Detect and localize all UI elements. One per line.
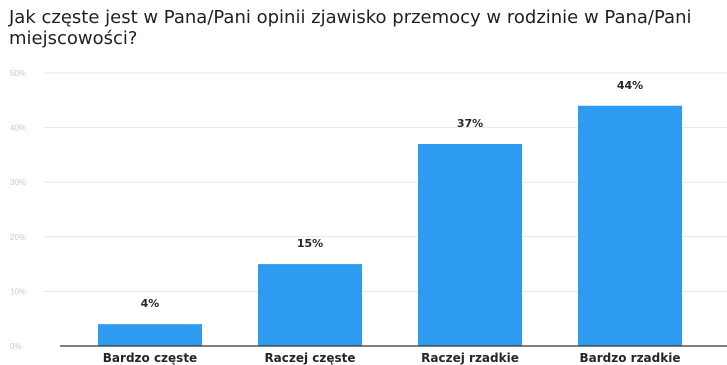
bar bbox=[418, 143, 522, 346]
y-tick-label: 0% bbox=[10, 342, 22, 351]
y-tick-label: 10% bbox=[10, 287, 26, 296]
x-axis: Bardzo częste Raczej częste Raczej rzadkie… bbox=[103, 351, 681, 365]
y-tick-label: 20% bbox=[10, 233, 26, 242]
bar bbox=[98, 324, 202, 346]
chart-title: Jak częste jest w Pana/Pani opinii zjawi… bbox=[9, 7, 692, 49]
data-label: 15% bbox=[297, 237, 323, 250]
bar bbox=[578, 105, 682, 346]
bar bbox=[258, 264, 362, 346]
data-label: 44% bbox=[617, 79, 643, 92]
bars bbox=[98, 105, 682, 346]
category-label: Bardzo częste bbox=[103, 351, 197, 365]
data-label: 37% bbox=[457, 117, 483, 130]
data-labels: 4% 15% 37% 44% bbox=[141, 79, 644, 310]
y-tick-label: 50% bbox=[10, 69, 26, 78]
y-tick-label: 40% bbox=[10, 124, 26, 133]
y-axis: 0% 10% 20% 30% 40% 50% bbox=[10, 69, 26, 351]
category-label: Raczej częste bbox=[264, 351, 355, 365]
category-label: Raczej rzadkie bbox=[421, 351, 519, 365]
y-tick-label: 30% bbox=[10, 178, 26, 187]
category-label: Bardzo rzadkie bbox=[580, 351, 681, 365]
data-label: 4% bbox=[141, 297, 160, 310]
